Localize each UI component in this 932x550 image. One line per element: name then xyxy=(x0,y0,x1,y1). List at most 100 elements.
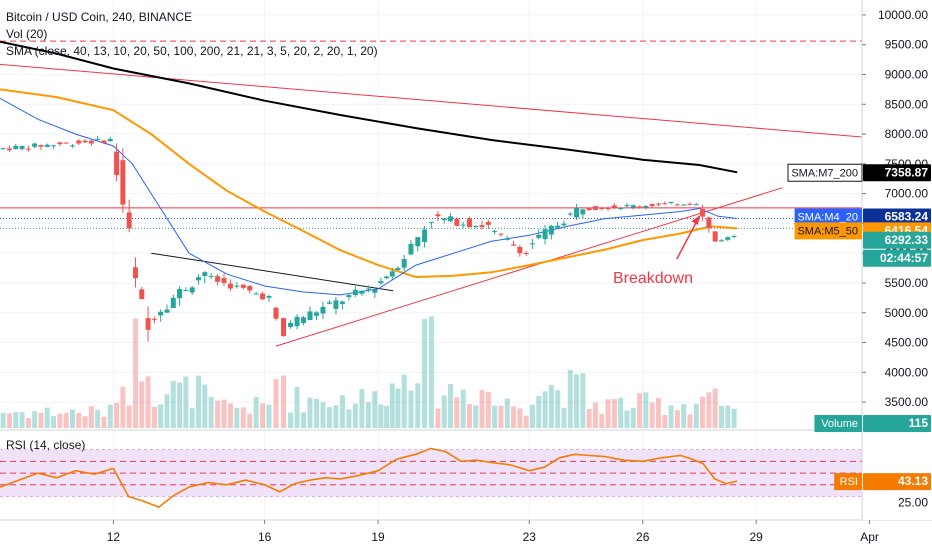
candle-body xyxy=(57,142,63,145)
candle-body xyxy=(389,271,395,277)
sma50-tag: SMA:M5_50 xyxy=(797,225,858,237)
volume-bar xyxy=(126,405,132,428)
candle-body xyxy=(693,204,699,206)
candle-body xyxy=(674,204,680,206)
rsi-tag-bg xyxy=(834,473,862,491)
volume-bar xyxy=(460,389,466,428)
volume-bar xyxy=(428,316,434,428)
candle-body xyxy=(422,229,428,243)
breakdown-label: Breakdown xyxy=(613,270,693,287)
volume-bar xyxy=(164,394,170,428)
volume-bar xyxy=(611,399,617,428)
candle-body xyxy=(428,221,434,223)
price-tick-label: 5500.00 xyxy=(885,276,929,290)
candle-body xyxy=(260,293,266,300)
volume-bar xyxy=(599,413,605,428)
trendline-descending-minor xyxy=(151,252,394,292)
candle-body xyxy=(731,236,737,238)
candle-body xyxy=(215,276,221,282)
time-tick-label: 23 xyxy=(523,530,537,544)
sma20-value-badge-bg xyxy=(863,208,931,226)
volume-bar xyxy=(466,403,472,428)
candle-body xyxy=(0,148,6,150)
volume-bar xyxy=(448,383,454,428)
volume-bar xyxy=(221,399,227,428)
candle-body xyxy=(221,278,227,283)
volume-bar xyxy=(365,402,371,428)
time-tick-label: 16 xyxy=(258,530,272,544)
sma200-tag-bg xyxy=(787,163,863,182)
candle-body xyxy=(69,145,75,147)
volume-bar xyxy=(13,412,19,428)
candle-body xyxy=(718,240,724,242)
volume-bar xyxy=(266,404,272,428)
volume-bar xyxy=(479,390,485,428)
candle-body xyxy=(82,140,88,143)
volume-bar xyxy=(389,383,395,428)
candle-body xyxy=(145,318,151,330)
candle-body xyxy=(401,259,407,268)
volume-bar xyxy=(624,410,630,428)
volume-value-badge: 115 xyxy=(909,416,929,430)
volume-bar xyxy=(473,405,479,428)
sma50-tag-bg xyxy=(794,222,862,240)
volume-bar xyxy=(120,386,126,428)
candle-body xyxy=(177,289,183,299)
candle-body xyxy=(170,297,176,309)
volume-bar xyxy=(415,383,421,428)
volume-bar xyxy=(326,407,332,428)
volume-bar xyxy=(202,384,208,428)
volume-bar xyxy=(82,416,88,428)
candle-body xyxy=(415,237,421,247)
price-tick-label: 8500.00 xyxy=(885,97,929,111)
volume-bar xyxy=(422,318,428,428)
candle-body xyxy=(712,231,718,242)
volume-bar xyxy=(574,374,580,428)
rsi-line xyxy=(0,447,738,509)
rsi-indicator-label: RSI (14, close) xyxy=(6,438,86,452)
volume-bar xyxy=(177,382,183,428)
price-tick-label: 5000.00 xyxy=(885,306,929,320)
sma-indicator-label: SMA (close, 40, 13, 10, 20, 50, 100, 200… xyxy=(6,44,378,58)
last-price-badge-bg xyxy=(863,231,931,249)
time-tick-label: 29 xyxy=(749,530,763,544)
candle-body xyxy=(574,207,580,218)
candle-body xyxy=(592,206,598,210)
volume-bar xyxy=(401,374,407,428)
breakdown-arrow-head xyxy=(691,215,701,226)
candle-body xyxy=(25,148,31,150)
volume-bar xyxy=(132,318,138,428)
price-tick-label: 4500.00 xyxy=(885,336,929,350)
volume-bar xyxy=(208,396,214,428)
countdown-badge-bg xyxy=(863,249,931,267)
candle-body xyxy=(485,221,491,225)
candle-body xyxy=(139,289,145,300)
rsi-tick-label: 25.00 xyxy=(898,495,928,509)
volume-bar xyxy=(88,406,94,428)
volume-bar xyxy=(151,406,157,428)
symbol-title: Bitcoin / USD Coin, 240, BINANCE xyxy=(6,10,193,24)
volume-bar xyxy=(313,398,319,428)
candle-body xyxy=(195,277,201,281)
candle-body xyxy=(51,145,57,147)
candle-body xyxy=(44,144,50,147)
candle-body xyxy=(580,209,586,215)
volume-bar xyxy=(63,412,69,428)
candle-body xyxy=(586,207,592,211)
candle-body xyxy=(240,284,246,288)
candle-body xyxy=(624,205,630,207)
volume-bar xyxy=(586,408,592,428)
candle-body xyxy=(326,302,332,304)
candle-body xyxy=(408,243,414,255)
candle-body xyxy=(561,223,567,226)
candle-body xyxy=(208,276,214,278)
volume-bar xyxy=(504,398,510,428)
volume-bar xyxy=(435,408,441,428)
candle-body xyxy=(294,316,300,327)
sma20-line xyxy=(0,97,738,296)
volume-bar xyxy=(592,402,598,428)
candle-body xyxy=(253,293,259,295)
volume-bar xyxy=(655,397,661,428)
price-tick-label: 8000.00 xyxy=(885,127,929,141)
